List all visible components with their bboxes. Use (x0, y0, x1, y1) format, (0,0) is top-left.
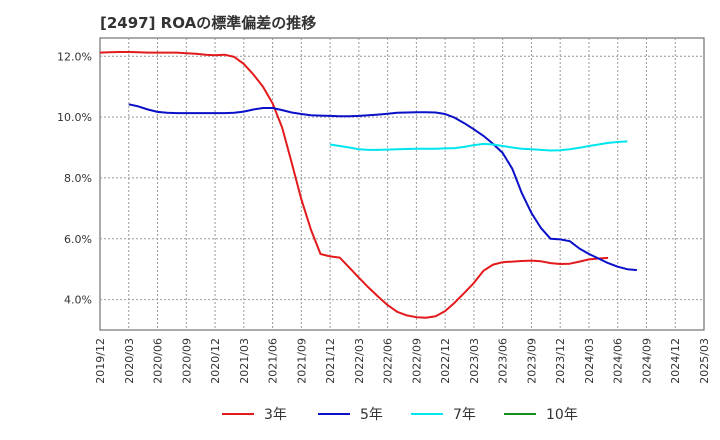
x-tick-label: 2020/12 (209, 338, 222, 384)
legend-label: 10年 (546, 407, 578, 423)
x-tick-label: 2020/03 (123, 338, 136, 384)
x-tick-label: 2022/06 (382, 338, 395, 384)
x-tick-label: 2022/03 (353, 338, 366, 384)
gridlines (100, 38, 704, 330)
x-tick-label: 2021/09 (295, 338, 308, 384)
x-tick-label: 2020/09 (180, 338, 193, 384)
x-tick-label: 2021/06 (267, 338, 280, 384)
x-tick-label: 2024/09 (640, 338, 653, 384)
x-tick-label: 2020/06 (152, 338, 165, 384)
x-tick-label: 2023/12 (554, 338, 567, 384)
series-line (99, 51, 609, 319)
x-tick-label: 2023/09 (525, 338, 538, 384)
x-tick-label: 2024/06 (612, 338, 625, 384)
legend-label: 5年 (360, 407, 383, 423)
series-lines (99, 51, 637, 319)
y-tick-label: 8.0% (64, 172, 92, 185)
legend-label: 3年 (264, 407, 287, 423)
x-tick-label: 2021/03 (238, 338, 251, 384)
x-tick-label: 2022/12 (439, 338, 452, 384)
y-tick-label: 12.0% (57, 50, 92, 63)
x-tick-label: 2019/12 (94, 338, 107, 384)
x-tick-label: 2023/06 (497, 338, 510, 384)
x-tick-label: 2024/12 (669, 338, 682, 384)
plot-area (99, 37, 705, 331)
x-tick-label: 2025/03 (698, 338, 711, 384)
legend: 3年 5年 7年 10年 (222, 407, 578, 423)
series-line (128, 103, 637, 272)
y-axis-ticks: 4.0% 6.0% 8.0% 10.0% 12.0% (57, 50, 92, 306)
y-tick-label: 10.0% (57, 111, 92, 124)
y-tick-label: 4.0% (64, 294, 92, 307)
x-tick-label: 2023/03 (468, 338, 481, 384)
legend-label: 7年 (453, 407, 476, 423)
x-axis-ticks: 2019/12 2020/03 2020/06 2020/09 2020/12 2021/… (94, 338, 711, 384)
x-tick-label: 2022/09 (410, 338, 423, 384)
y-tick-label: 6.0% (64, 233, 92, 246)
x-tick-label: 2024/03 (583, 338, 596, 384)
chart-title: [2497] ROAの標準偏差の推移 (100, 14, 317, 32)
series-line (329, 140, 628, 152)
x-tick-label: 2021/12 (324, 338, 337, 384)
